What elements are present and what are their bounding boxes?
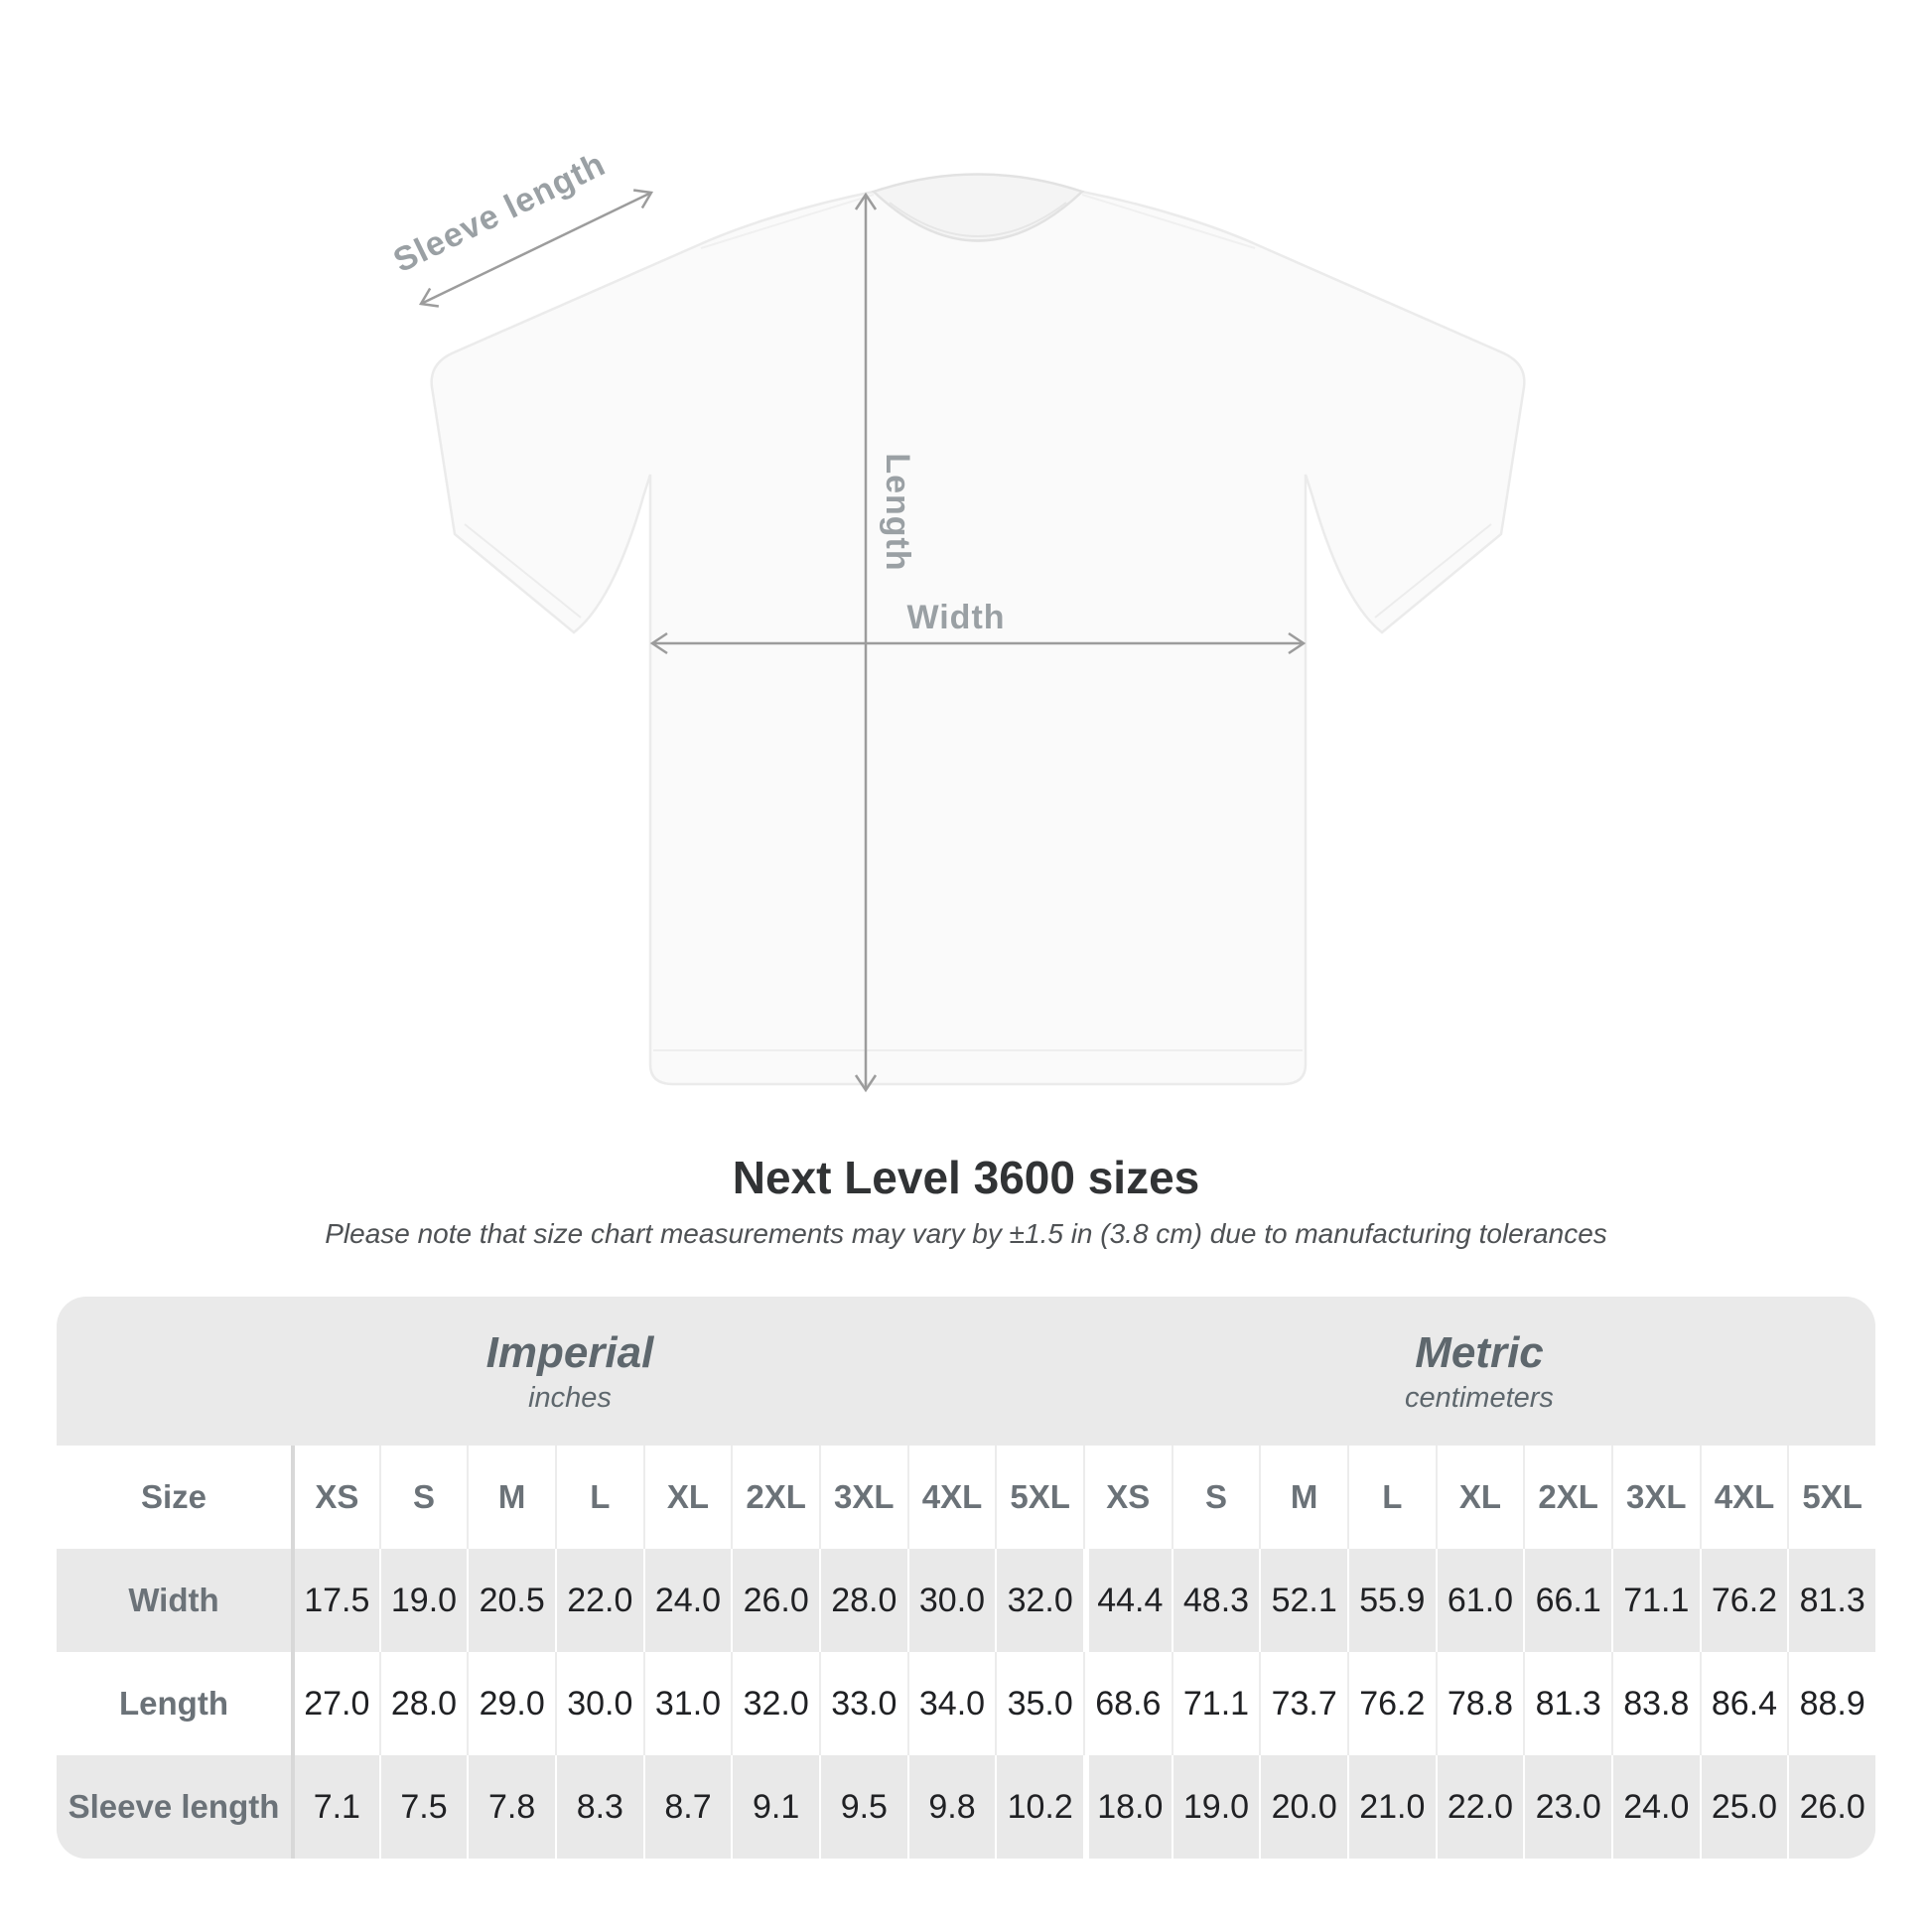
size-col-header: S — [1171, 1446, 1260, 1549]
value-cell: 10.2 — [995, 1755, 1083, 1859]
tshirt-diagram-svg: Sleeve length Length Width — [387, 145, 1526, 1093]
value-cell: 26.0 — [731, 1549, 819, 1652]
value-cell: 30.0 — [554, 1652, 643, 1755]
value-cell: 27.0 — [291, 1652, 379, 1755]
value-cell: 55.9 — [1346, 1549, 1436, 1652]
value-cell: 71.1 — [1610, 1549, 1700, 1652]
value-cell: 22.0 — [554, 1549, 643, 1652]
size-col-header: 3XL — [1610, 1446, 1700, 1549]
value-cell: 34.0 — [906, 1652, 996, 1755]
tshirt-shape — [430, 173, 1526, 1086]
value-cell: 73.7 — [1259, 1652, 1347, 1755]
value-cell: 18.0 — [1082, 1755, 1172, 1859]
value-cell: 21.0 — [1346, 1755, 1436, 1859]
value-cell: 19.0 — [378, 1549, 468, 1652]
size-col-header: 4XL — [1699, 1446, 1788, 1549]
size-col-header: L — [554, 1446, 643, 1549]
value-cell: 25.0 — [1699, 1755, 1788, 1859]
imperial-unit: inches — [528, 1381, 612, 1414]
value-cell: 30.0 — [906, 1549, 996, 1652]
value-cell: 22.0 — [1435, 1755, 1524, 1859]
size-col-header: L — [1346, 1446, 1436, 1549]
size-col-header: XS — [291, 1446, 379, 1549]
size-col-header: XL — [642, 1446, 732, 1549]
value-cell: 24.0 — [642, 1549, 732, 1652]
metric-title: Metric — [1415, 1327, 1544, 1377]
metric-unit: centimeters — [1405, 1381, 1554, 1414]
width-label: Width — [906, 599, 1005, 636]
value-cell: 8.3 — [554, 1755, 643, 1859]
value-cell: 61.0 — [1435, 1549, 1524, 1652]
value-cell: 44.4 — [1082, 1549, 1172, 1652]
sleeve-length-arrow — [418, 189, 654, 308]
size-col-header: S — [378, 1446, 468, 1549]
value-cell: 76.2 — [1699, 1549, 1788, 1652]
value-cell: 7.5 — [378, 1755, 468, 1859]
value-cell: 20.5 — [467, 1549, 555, 1652]
size-col-header: M — [467, 1446, 555, 1549]
row-label: Length — [57, 1652, 291, 1755]
size-col-header: 3XL — [818, 1446, 907, 1549]
value-cell: 76.2 — [1346, 1652, 1436, 1755]
value-cell: 81.3 — [1523, 1652, 1611, 1755]
value-cell: 9.1 — [731, 1755, 819, 1859]
value-cell: 8.7 — [642, 1755, 732, 1859]
value-cell: 68.6 — [1082, 1652, 1172, 1755]
value-cell: 7.1 — [291, 1755, 379, 1859]
value-cell: 17.5 — [291, 1549, 379, 1652]
sleeve-length-label: Sleeve length — [387, 145, 611, 280]
value-cell: 86.4 — [1699, 1652, 1788, 1755]
row-label: Width — [57, 1549, 291, 1652]
value-cell: 78.8 — [1435, 1652, 1524, 1755]
metric-header: Metric centimeters — [1083, 1297, 1875, 1446]
value-cell: 33.0 — [818, 1652, 907, 1755]
value-cell: 24.0 — [1610, 1755, 1700, 1859]
value-cell: 71.1 — [1171, 1652, 1260, 1755]
value-cell: 81.3 — [1787, 1549, 1875, 1652]
value-cell: 9.8 — [906, 1755, 996, 1859]
length-label: Length — [879, 453, 916, 571]
row-label: Sleeve length — [57, 1755, 291, 1859]
page-title: Next Level 3600 sizes — [732, 1152, 1200, 1203]
size-col-header: 5XL — [995, 1446, 1083, 1549]
value-cell: 23.0 — [1523, 1755, 1611, 1859]
value-cell: 48.3 — [1171, 1549, 1260, 1652]
size-col-header: M — [1259, 1446, 1347, 1549]
size-col-header: XS — [1082, 1446, 1172, 1549]
value-cell: 29.0 — [467, 1652, 555, 1755]
value-cell: 52.1 — [1259, 1549, 1347, 1652]
value-cell: 20.0 — [1259, 1755, 1347, 1859]
imperial-header: Imperial inches — [57, 1297, 1083, 1446]
value-cell: 28.0 — [378, 1652, 468, 1755]
value-cell: 31.0 — [642, 1652, 732, 1755]
value-cell: 26.0 — [1787, 1755, 1875, 1859]
value-cell: 32.0 — [731, 1652, 819, 1755]
size-chart-table: Imperial inches Metric centimeters Size X… — [57, 1297, 1875, 1859]
imperial-title: Imperial — [485, 1327, 654, 1377]
value-cell: 9.5 — [818, 1755, 907, 1859]
tshirt-measurement-diagram: Sleeve length Length Width — [387, 145, 1526, 1093]
value-cell: 66.1 — [1523, 1549, 1611, 1652]
value-cell: 19.0 — [1171, 1755, 1260, 1859]
value-cell: 7.8 — [467, 1755, 555, 1859]
tolerance-note: Please note that size chart measurements… — [325, 1218, 1607, 1249]
value-cell: 35.0 — [995, 1652, 1083, 1755]
value-cell: 28.0 — [818, 1549, 907, 1652]
value-cell: 83.8 — [1610, 1652, 1700, 1755]
size-col-header: 4XL — [906, 1446, 996, 1549]
value-cell: 32.0 — [995, 1549, 1083, 1652]
size-col-header: 5XL — [1787, 1446, 1875, 1549]
value-cell: 88.9 — [1787, 1652, 1875, 1755]
size-col-header: 2XL — [1523, 1446, 1611, 1549]
size-col-header: XL — [1435, 1446, 1524, 1549]
size-row-label: Size — [57, 1446, 291, 1549]
size-col-header: 2XL — [731, 1446, 819, 1549]
